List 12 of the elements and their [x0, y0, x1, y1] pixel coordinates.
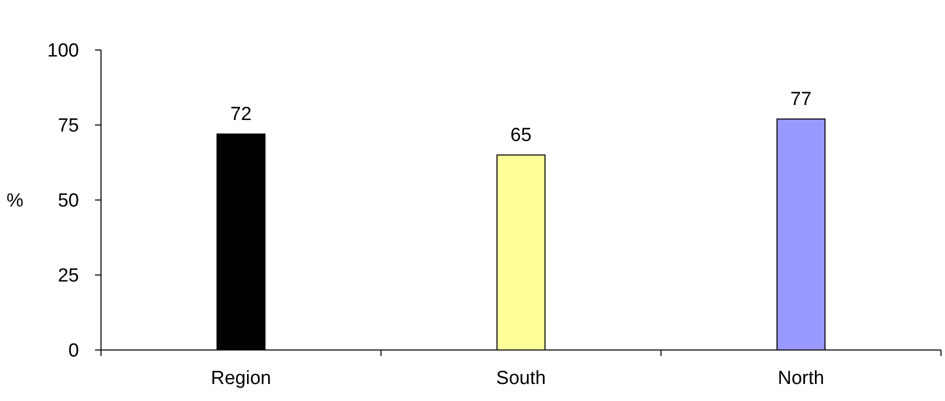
x-tick-label: Region — [210, 368, 272, 389]
data-label: 77 — [790, 89, 812, 110]
y-tick-label: 100 — [47, 40, 79, 62]
y-tick-label: 50 — [58, 190, 79, 212]
y-axis-title: % — [6, 190, 24, 212]
y-tick-label: 25 — [58, 266, 79, 287]
y-tick-label: 0 — [68, 340, 79, 362]
data-label: 72 — [230, 104, 252, 125]
x-tick-label: North — [778, 368, 824, 389]
y-tick-label: 75 — [58, 116, 79, 137]
x-tick-label: South — [496, 368, 546, 389]
data-label: 65 — [510, 125, 532, 146]
